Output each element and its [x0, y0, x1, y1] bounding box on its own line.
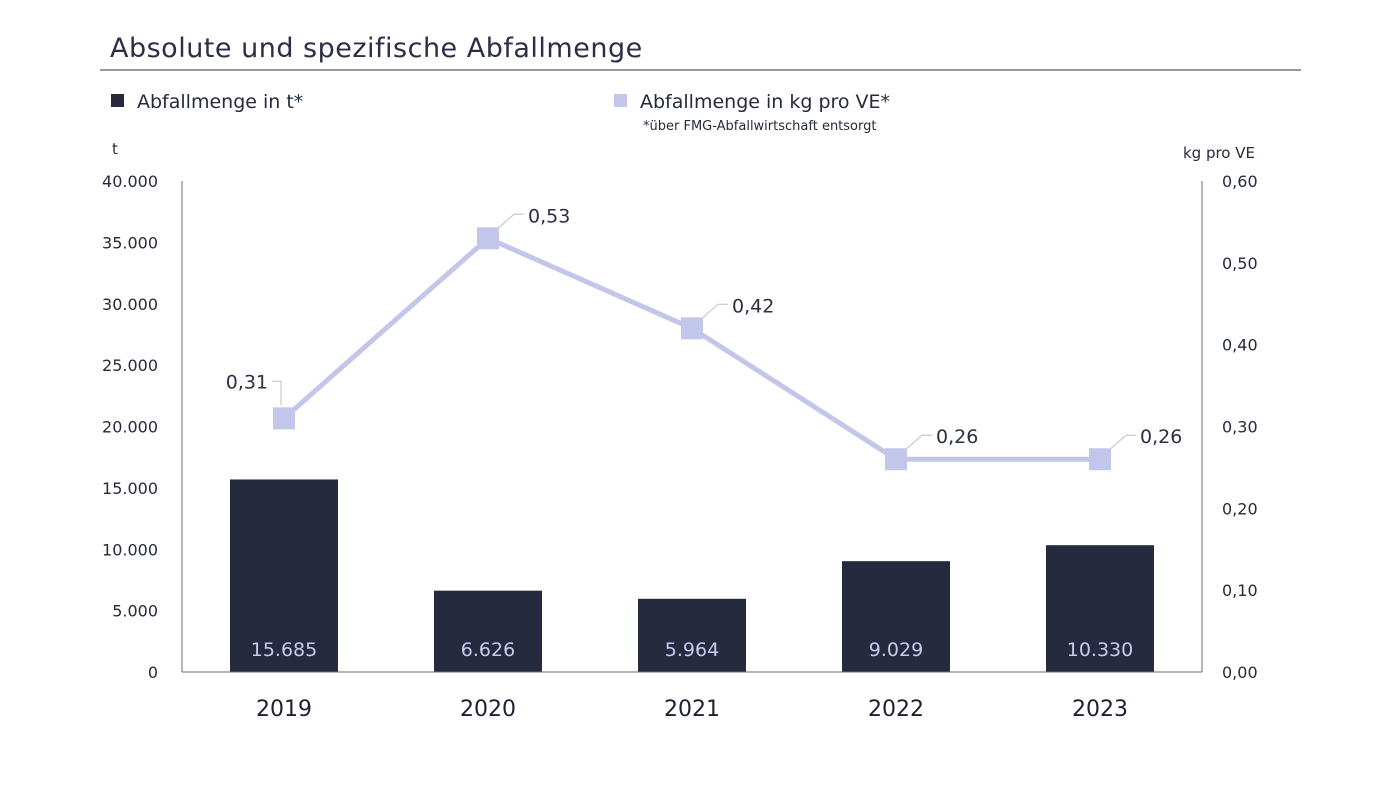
right-tick-label: 0,30 — [1222, 418, 1258, 437]
line-marker — [885, 448, 907, 471]
line-value-label: 0,53 — [528, 205, 570, 227]
left-tick-label: 25.000 — [102, 356, 158, 375]
line-value-label: 0,31 — [226, 371, 268, 393]
bar-series: 15.685 6.626 5.964 9.029 10.330 — [230, 479, 1154, 672]
bar-value-label: 9.029 — [869, 639, 923, 661]
right-axis-ticks: 0,00 0,10 0,20 0,30 0,40 0,50 0,60 — [1222, 172, 1258, 682]
legend-label-line: Abfallmenge in kg pro VE* — [640, 91, 890, 113]
x-tick-label: 2022 — [868, 697, 924, 722]
right-tick-label: 0,10 — [1222, 581, 1258, 600]
bar — [230, 479, 338, 672]
right-tick-label: 0,50 — [1222, 254, 1258, 273]
line-marker — [477, 227, 499, 250]
bar-value-label: 10.330 — [1067, 639, 1133, 661]
chart-title: Absolute und spezifische Abfallmenge — [110, 33, 643, 64]
leader-line — [1109, 434, 1136, 450]
bar — [842, 561, 950, 672]
left-tick-label: 20.000 — [102, 418, 158, 437]
x-tick-label: 2023 — [1072, 697, 1128, 722]
x-axis-ticks: 2019 2020 2021 2022 2023 — [256, 697, 1128, 722]
left-axis-unit: t — [112, 140, 118, 158]
bar-value-label: 15.685 — [251, 639, 317, 661]
right-tick-label: 0,20 — [1222, 499, 1258, 518]
left-tick-label: 0 — [148, 663, 158, 682]
bar — [1046, 545, 1154, 672]
left-tick-label: 40.000 — [102, 172, 158, 191]
left-tick-label: 30.000 — [102, 295, 158, 314]
line-value-label: 0,42 — [732, 295, 774, 317]
right-tick-label: 0,40 — [1222, 336, 1258, 355]
x-tick-label: 2019 — [256, 697, 312, 722]
leader-line — [272, 380, 282, 406]
left-tick-label: 10.000 — [102, 540, 158, 559]
left-tick-label: 5.000 — [112, 602, 158, 621]
right-tick-label: 0,00 — [1222, 663, 1258, 682]
axes — [181, 181, 1203, 673]
x-tick-label: 2020 — [460, 697, 516, 722]
legend: Abfallmenge in t* Abfallmenge in kg pro … — [111, 91, 890, 134]
line-marker — [273, 407, 295, 430]
line-series: 0,31 0,53 0,42 0,26 0,26 — [226, 205, 1182, 471]
x-tick-label: 2021 — [664, 697, 720, 722]
left-tick-label: 15.000 — [102, 479, 158, 498]
leader-line — [497, 213, 524, 229]
left-axis-ticks: 0 5.000 10.000 15.000 20.000 25.000 30.000 35.0… — [102, 172, 158, 682]
leader-line — [701, 303, 728, 319]
footnote: *über FMG-Abfallwirtschaft entsorgt — [643, 119, 876, 134]
bar-value-label: 5.964 — [665, 639, 719, 661]
line-marker — [681, 317, 703, 340]
left-tick-label: 35.000 — [102, 233, 158, 252]
bar — [638, 598, 746, 672]
legend-swatch-line — [614, 94, 627, 107]
right-tick-label: 0,60 — [1222, 172, 1258, 191]
right-axis-unit: kg pro VE — [1183, 144, 1255, 162]
legend-label-bars: Abfallmenge in t* — [137, 91, 303, 113]
legend-swatch-bars — [111, 94, 124, 107]
line-marker — [1089, 448, 1111, 471]
bar-value-label: 6.626 — [461, 639, 515, 661]
line-value-label: 0,26 — [1140, 426, 1182, 448]
bar — [434, 590, 542, 672]
line-value-label: 0,26 — [936, 426, 978, 448]
leader-line — [905, 434, 932, 450]
